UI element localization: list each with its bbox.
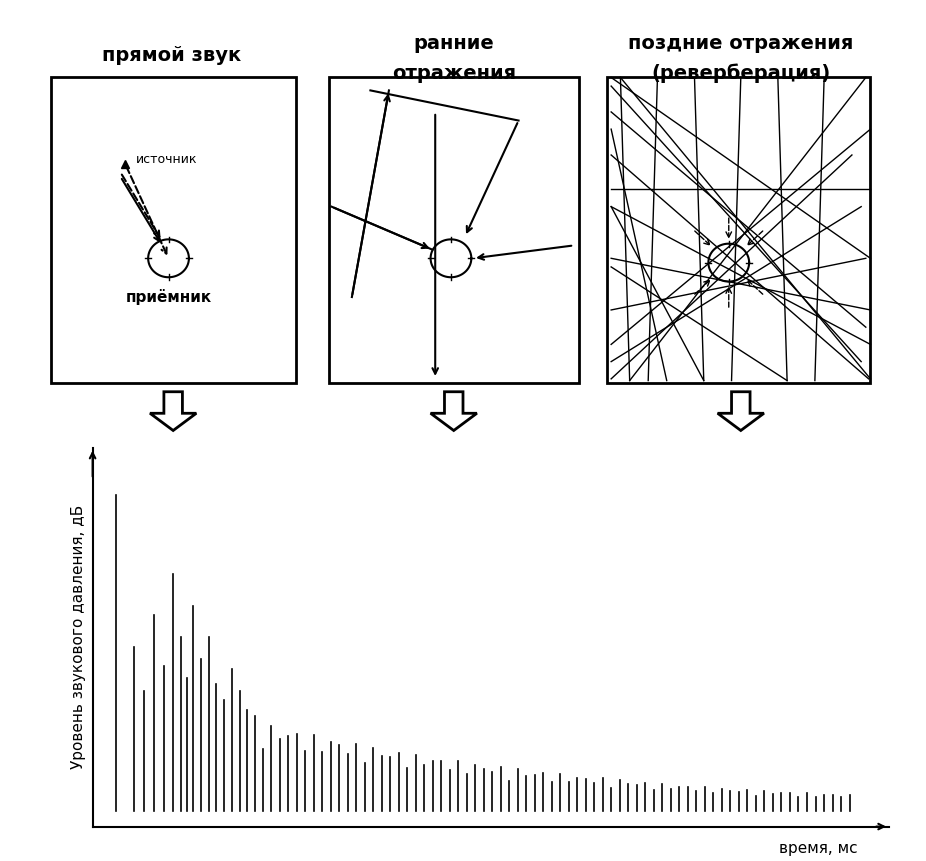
Text: время, мс: время, мс	[780, 841, 858, 856]
Text: поздние отражения: поздние отражения	[628, 34, 854, 53]
Text: отражения: отражения	[392, 64, 516, 83]
Text: ранние: ранние	[413, 34, 494, 53]
Text: (реверберация): (реверберация)	[651, 64, 831, 83]
FancyBboxPatch shape	[329, 77, 579, 383]
Y-axis label: Уровень звукового давления, дБ: Уровень звукового давления, дБ	[70, 505, 86, 769]
Text: приёмник: приёмник	[125, 289, 212, 305]
FancyBboxPatch shape	[607, 77, 870, 383]
FancyBboxPatch shape	[51, 77, 296, 383]
Text: прямой звук: прямой звук	[102, 46, 241, 65]
Polygon shape	[150, 392, 196, 430]
Text: источник: источник	[136, 152, 197, 166]
Polygon shape	[431, 392, 477, 430]
Polygon shape	[718, 392, 764, 430]
